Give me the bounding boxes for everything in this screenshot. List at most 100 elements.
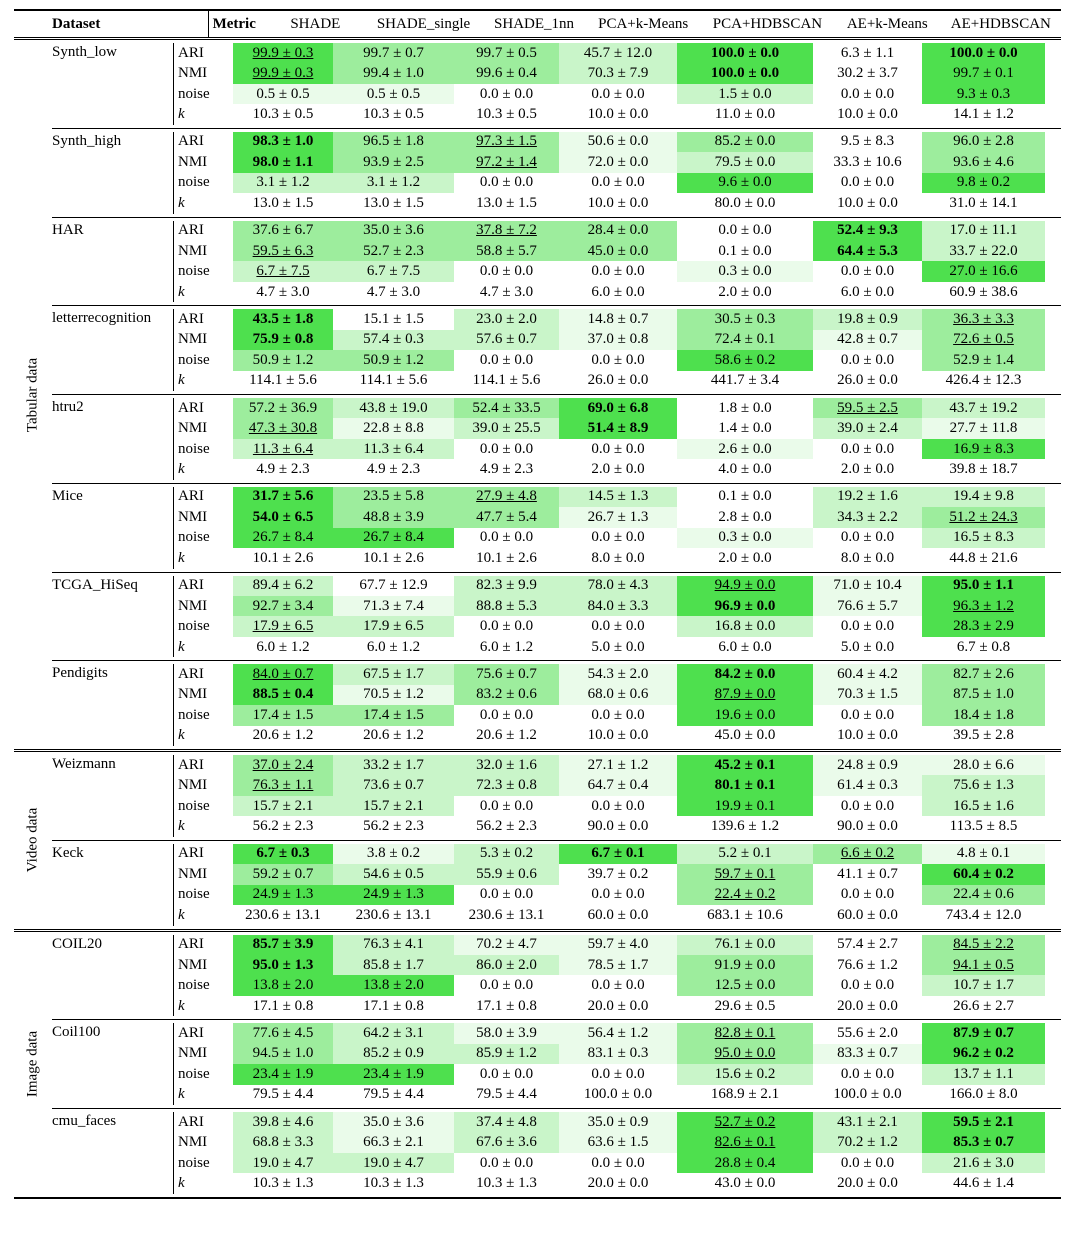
value-text: 16.5 ± 8.3 <box>953 529 1014 546</box>
value-text: 18.4 ± 1.8 <box>953 706 1014 723</box>
value-cell: 32.0 ± 1.6 <box>454 755 559 776</box>
value-cell: 98.0 ± 1.1 <box>233 152 333 173</box>
value-cell: 39.0 ± 2.4 <box>813 418 922 439</box>
value-text: 97.3 ± 1.5 <box>476 133 537 150</box>
value-cell: 64.4 ± 5.3 <box>813 240 922 262</box>
value-cell: 100.0 ± 0.0 <box>677 63 813 84</box>
dataset-cell-empty <box>52 685 173 705</box>
value-cell: 94.9 ± 0.0 <box>677 575 813 596</box>
value-text: 28.4 ± 0.0 <box>587 222 649 239</box>
dataset-name: Pendigits <box>52 665 108 682</box>
value-text: 5.3 ± 0.2 <box>479 845 534 862</box>
table-row: noise 17.4 ± 1.5 17.4 ± 1.5 0.0 ± 0.0 0.0 ± … <box>52 705 1061 726</box>
value-text: 70.5 ± 1.2 <box>363 686 424 703</box>
value-text: 27.9 ± 4.8 <box>476 488 537 505</box>
value-text: 0.0 ± 0.0 <box>591 797 645 814</box>
value-text: 99.7 ± 0.1 <box>953 65 1014 82</box>
value-text: 24.8 ± 0.9 <box>837 756 898 773</box>
value-cell: 52.9 ± 1.4 <box>922 350 1045 371</box>
value-text: 87.5 ± 1.0 <box>953 686 1014 703</box>
dataset-cell-empty <box>52 1173 173 1193</box>
value-text: 26.0 ± 0.0 <box>587 372 649 389</box>
value-cell: 80.1 ± 0.1 <box>677 775 813 796</box>
value-text: 4.8 ± 0.1 <box>956 845 1011 862</box>
metric-label: noise <box>173 83 233 105</box>
value-text: 0.0 ± 0.0 <box>840 1065 895 1082</box>
table-row: k 4.7 ± 3.0 4.7 ± 3.0 4.7 ± 3.0 6.0 ± 0.0 2.0… <box>52 281 1061 303</box>
value-cell: 26.0 ± 0.0 <box>559 370 677 391</box>
table-row: NMI 47.3 ± 30.8 22.8 ± 8.8 39.0 ± 25.5 51.4 … <box>52 418 1061 439</box>
value-cell: 52.4 ± 33.5 <box>454 398 559 419</box>
table-row: Weizmann ARI 37.0 ± 2.4 33.2 ± 1.7 32.0 ± 1.… <box>52 755 1061 776</box>
value-cell: 14.1 ± 1.2 <box>922 104 1045 125</box>
value-text: 10.3 ± 1.3 <box>363 1175 424 1192</box>
value-cell: 93.6 ± 4.6 <box>922 152 1045 173</box>
dataset-cell-empty <box>52 637 173 657</box>
value-text: 0.0 ± 0.0 <box>840 706 895 723</box>
value-cell: 43.5 ± 1.8 <box>233 309 333 330</box>
table-row: Mice ARI 31.7 ± 5.6 23.5 ± 5.8 27.9 ± 4.8 14.… <box>52 486 1061 508</box>
value-cell: 35.0 ± 3.6 <box>333 1112 454 1133</box>
value-text: 2.0 ± 0.0 <box>840 461 895 478</box>
value-cell: 99.6 ± 0.4 <box>454 63 559 84</box>
value-text: 1.4 ± 0.0 <box>718 420 772 437</box>
value-cell: 21.6 ± 3.0 <box>922 1152 1045 1174</box>
value-text: 99.9 ± 0.3 <box>252 65 314 82</box>
value-cell: 0.0 ± 0.0 <box>813 884 922 906</box>
value-cell: 13.7 ± 1.1 <box>922 1064 1045 1085</box>
value-text: 114.1 ± 5.6 <box>249 372 317 389</box>
value-cell: 87.9 ± 0.0 <box>677 684 813 706</box>
value-cell: 16.9 ± 8.3 <box>922 438 1045 460</box>
value-cell: 0.0 ± 0.0 <box>559 705 677 726</box>
value-cell: 39.8 ± 18.7 <box>922 459 1045 480</box>
value-cell: 85.7 ± 3.9 <box>233 934 333 955</box>
value-text: 54.0 ± 6.5 <box>252 508 314 525</box>
dataset-block-keck: Keck ARI 6.7 ± 0.3 3.8 ± 0.2 5.3 ± 0.2 6.7 ± … <box>52 843 1061 926</box>
value-cell: 4.7 ± 3.0 <box>454 281 559 303</box>
table-row: COIL20 ARI 85.7 ± 3.9 76.3 ± 4.1 70.2 ± 4.7 5… <box>52 934 1061 955</box>
value-text: 14.5 ± 1.3 <box>587 488 649 505</box>
value-cell: 70.2 ± 4.7 <box>454 934 559 955</box>
value-cell: 0.0 ± 0.0 <box>677 220 813 241</box>
value-text: 16.5 ± 1.6 <box>953 797 1014 814</box>
value-text: 230.6 ± 13.1 <box>468 906 545 923</box>
value-cell: 23.4 ± 1.9 <box>333 1064 454 1085</box>
table-row: TCGA_HiSeq ARI 89.4 ± 6.2 67.7 ± 12.9 82.3 ±… <box>52 575 1061 596</box>
value-cell: 33.3 ± 10.6 <box>813 152 922 173</box>
value-cell: 29.6 ± 0.5 <box>677 995 813 1017</box>
dataset-cell-empty <box>52 528 173 548</box>
value-cell: 19.0 ± 4.7 <box>233 1152 333 1174</box>
value-text: 60.4 ± 4.2 <box>837 665 898 682</box>
value-cell: 2.8 ± 0.0 <box>677 507 813 528</box>
value-text: 13.8 ± 2.0 <box>252 977 314 994</box>
value-cell: 743.4 ± 12.0 <box>922 905 1045 926</box>
value-text: 6.0 ± 1.2 <box>366 638 421 655</box>
value-cell: 3.8 ± 0.2 <box>333 843 454 865</box>
header-method-pca-hdbscan: PCA+HDBSCAN <box>712 15 823 32</box>
dataset-name: TCGA_HiSeq <box>52 576 138 593</box>
value-text: 0.0 ± 0.0 <box>840 351 895 368</box>
table-row: Keck ARI 6.7 ± 0.3 3.8 ± 0.2 5.3 ± 0.2 6.7 ± … <box>52 843 1061 865</box>
value-text: 54.3 ± 2.0 <box>587 665 649 682</box>
value-text: 35.0 ± 3.6 <box>363 222 424 239</box>
dataset-name: HAR <box>52 221 84 238</box>
value-text: 19.6 ± 0.0 <box>714 706 776 723</box>
value-text: 0.0 ± 0.0 <box>718 222 772 239</box>
value-text: 23.5 ± 5.8 <box>363 488 424 505</box>
value-cell: 24.9 ± 1.3 <box>233 884 333 906</box>
value-cell: 0.0 ± 0.0 <box>559 884 677 906</box>
value-cell: 0.0 ± 0.0 <box>813 172 922 194</box>
value-cell: 20.6 ± 1.2 <box>233 725 333 746</box>
value-cell: 0.0 ± 0.0 <box>559 438 677 460</box>
top-rule <box>14 9 1061 11</box>
value-text: 0.0 ± 0.0 <box>591 174 645 191</box>
table-row: Synth_low ARI 99.9 ± 0.3 99.7 ± 0.7 99.7 ± 0… <box>52 43 1061 64</box>
group-label: Video data <box>24 808 41 873</box>
value-cell: 88.8 ± 5.3 <box>454 595 559 617</box>
value-text: 64.2 ± 3.1 <box>363 1024 424 1041</box>
metric-label: ARI <box>173 934 233 955</box>
value-cell: 0.3 ± 0.0 <box>677 527 813 549</box>
value-text: 84.0 ± 0.7 <box>252 665 314 682</box>
table-row: k 10.3 ± 0.5 10.3 ± 0.5 10.3 ± 0.5 10.0 ± 0.… <box>52 104 1061 125</box>
value-text: 60.4 ± 0.2 <box>953 865 1014 882</box>
